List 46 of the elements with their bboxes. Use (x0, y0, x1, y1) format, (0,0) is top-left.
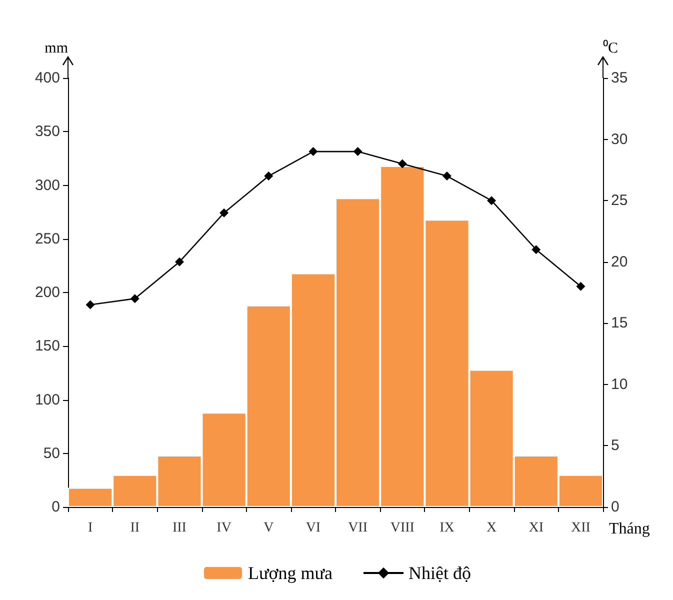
y2-tick-label: 5 (611, 437, 620, 454)
point (442, 172, 452, 181)
x-tick-label: I (88, 520, 93, 536)
y-tick-label: 350 (34, 123, 60, 140)
x-tick-label: IV (216, 520, 232, 536)
y-tick-label: 0 (52, 498, 60, 516)
y2-tick-label: 30 (611, 130, 628, 148)
y2-tick-label: 10 (611, 376, 628, 393)
x-tick-label: V (264, 520, 274, 536)
y-tick-label: 250 (34, 230, 60, 248)
y-tick-label: 300 (34, 176, 60, 194)
y2-tick-label: 0 (611, 498, 620, 516)
point (576, 282, 586, 291)
y2-axis-title: ⁰C (603, 40, 618, 56)
point (220, 208, 229, 218)
legend-label: Lượng mưa (248, 563, 333, 583)
point (264, 172, 274, 181)
y-tick-label: 150 (34, 338, 60, 355)
y-tick-label: 100 (34, 391, 60, 408)
x-tick-label: IX (440, 520, 454, 536)
point (487, 196, 496, 206)
x-tick-label: VIII (390, 520, 415, 536)
point (353, 147, 362, 156)
point (532, 245, 541, 254)
y-tick-label: 400 (34, 70, 60, 86)
point (174, 257, 184, 266)
y2-tick-label: 15 (611, 314, 628, 332)
y-axis-title: mm (44, 40, 68, 56)
x-tick-label: VII (348, 520, 368, 536)
y2-tick-label: 25 (611, 192, 628, 210)
x-tick-label: II (130, 520, 140, 536)
x-axis-title: Tháng (609, 520, 650, 538)
point (308, 147, 318, 156)
y-tick-label: 50 (43, 444, 60, 462)
x-tick-label: III (172, 520, 187, 536)
point (130, 294, 140, 304)
x-tick-label: X (486, 520, 497, 536)
y2-tick-label: 35 (611, 70, 628, 86)
point (398, 159, 407, 168)
y-tick-label: 200 (34, 284, 60, 301)
y2-tick-label: 20 (611, 253, 628, 270)
point (86, 300, 95, 310)
x-tick-label: XI (528, 520, 544, 536)
x-tick-label: VI (306, 520, 321, 536)
legend-label: Nhiệt độ (408, 563, 472, 583)
x-tick-label: XII (570, 520, 591, 536)
